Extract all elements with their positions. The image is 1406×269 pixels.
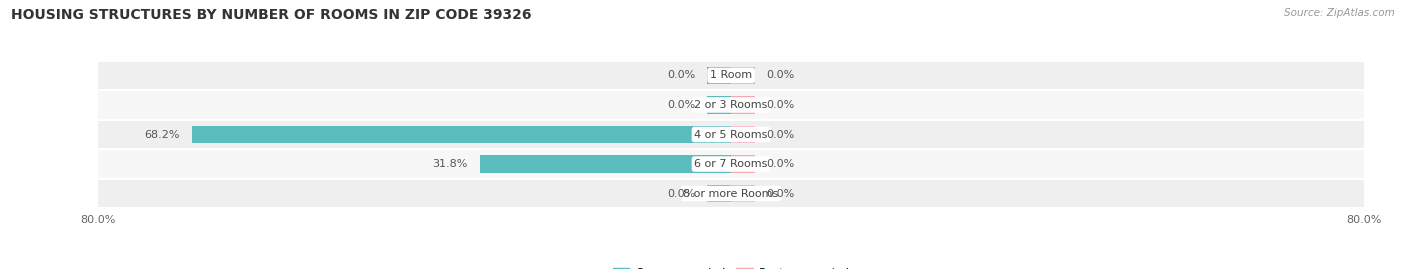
Bar xyxy=(707,66,731,84)
Bar xyxy=(731,96,755,114)
Bar xyxy=(191,126,731,143)
Bar xyxy=(707,185,731,203)
Text: 4 or 5 Rooms: 4 or 5 Rooms xyxy=(695,129,768,140)
Text: 0.0%: 0.0% xyxy=(766,70,794,80)
Bar xyxy=(731,126,755,143)
Text: 0.0%: 0.0% xyxy=(668,70,696,80)
Text: 8 or more Rooms: 8 or more Rooms xyxy=(683,189,779,199)
Legend: Owner-occupied, Renter-occupied: Owner-occupied, Renter-occupied xyxy=(609,263,853,269)
Bar xyxy=(98,179,1364,208)
Text: 1 Room: 1 Room xyxy=(710,70,752,80)
Text: 68.2%: 68.2% xyxy=(145,129,180,140)
Bar xyxy=(731,185,755,203)
Text: 31.8%: 31.8% xyxy=(433,159,468,169)
Bar xyxy=(98,149,1364,179)
Text: Source: ZipAtlas.com: Source: ZipAtlas.com xyxy=(1284,8,1395,18)
Text: 0.0%: 0.0% xyxy=(668,189,696,199)
Bar xyxy=(707,96,731,114)
Text: 0.0%: 0.0% xyxy=(668,100,696,110)
Bar xyxy=(98,61,1364,90)
Text: 6 or 7 Rooms: 6 or 7 Rooms xyxy=(695,159,768,169)
Bar xyxy=(479,155,731,173)
Text: 2 or 3 Rooms: 2 or 3 Rooms xyxy=(695,100,768,110)
Text: 0.0%: 0.0% xyxy=(766,159,794,169)
Bar xyxy=(98,90,1364,120)
Text: HOUSING STRUCTURES BY NUMBER OF ROOMS IN ZIP CODE 39326: HOUSING STRUCTURES BY NUMBER OF ROOMS IN… xyxy=(11,8,531,22)
Text: 0.0%: 0.0% xyxy=(766,129,794,140)
Text: 0.0%: 0.0% xyxy=(766,189,794,199)
Text: 0.0%: 0.0% xyxy=(766,100,794,110)
Bar xyxy=(731,66,755,84)
Bar xyxy=(731,155,755,173)
Bar xyxy=(98,120,1364,149)
